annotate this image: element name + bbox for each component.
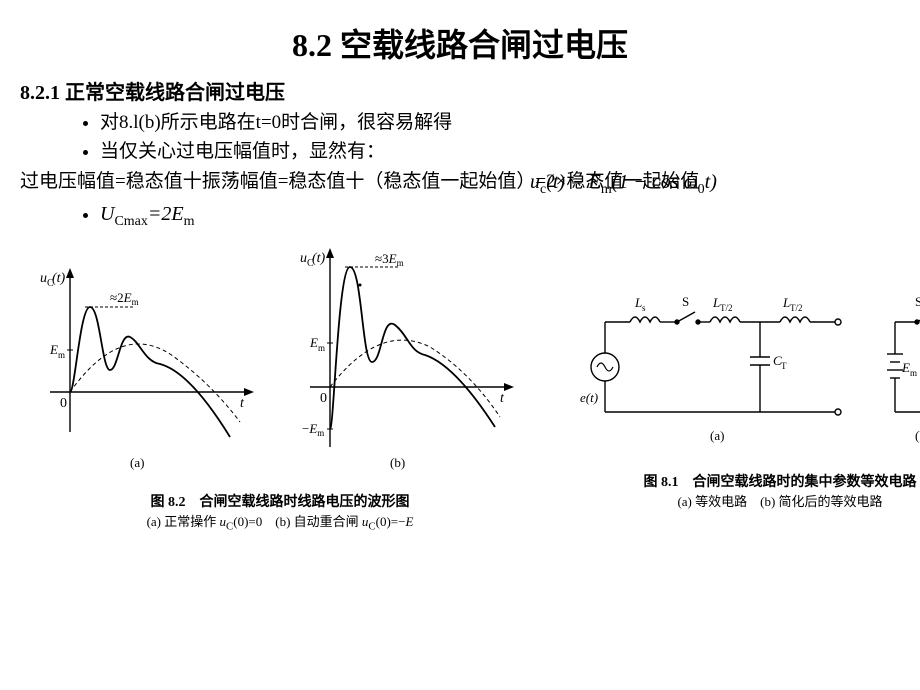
svg-text:L: L xyxy=(782,295,790,310)
svg-text:T: T xyxy=(781,361,787,371)
figure-8-1: L s S L T/2 L T/2 C T e(t) (a) xyxy=(580,292,920,510)
svg-text:E: E xyxy=(309,335,318,350)
svg-text:m: m xyxy=(910,368,917,378)
fig81-caption: 图 8.1 合闸空载线路时的集中参数等效电路 xyxy=(580,471,920,491)
svg-text:e(t): e(t) xyxy=(580,390,598,405)
svg-text:t: t xyxy=(500,391,505,406)
svg-text:0: 0 xyxy=(320,391,327,406)
svg-text:E: E xyxy=(901,360,910,375)
bullet-1: 对8.l(b)所示电路在t=0时合闸，很容易解得 xyxy=(100,109,900,138)
svg-text:≈3Em: ≈3Em xyxy=(375,251,404,268)
svg-text:T/2: T/2 xyxy=(720,303,733,313)
svg-text:u: u xyxy=(300,251,307,266)
svg-text:s: s xyxy=(642,303,646,313)
ylabel-a: u xyxy=(40,271,47,286)
svg-text:(t): (t) xyxy=(52,271,66,286)
svg-text:L: L xyxy=(634,295,642,310)
figure-8-2: u C (t) t 0 E m ≈2Em (a) xyxy=(20,242,540,533)
fig82-caption-sub: (a) 正常操作 uC(0)=0 (b) 自动重合闸 uC(0)=−E xyxy=(20,511,540,533)
svg-text:m: m xyxy=(58,350,65,360)
fig81-sub-a: (a) xyxy=(710,428,724,443)
svg-text:L: L xyxy=(712,295,720,310)
svg-text:(t): (t) xyxy=(312,251,326,266)
formula-line: 过电压幅值=稳态值十振荡幅值=稳态值十（稳态值一起始值）=2×稳态值一起始值 xyxy=(20,168,900,197)
fig82-sub-a: (a) xyxy=(130,455,144,470)
svg-text:m: m xyxy=(318,343,325,353)
svg-text:T/2: T/2 xyxy=(790,303,803,313)
origin-a: 0 xyxy=(60,396,67,411)
fig82-sub-b: (b) xyxy=(390,455,405,470)
bullet-2: 当仅关心过电压幅值时，显然有： xyxy=(100,138,900,167)
svg-text:S: S xyxy=(915,294,920,309)
xlabel-a: t xyxy=(240,396,245,411)
fig82-caption: 图 8.2 合闸空载线路时线路电压的波形图 xyxy=(20,491,540,511)
fig81-caption-sub: (a) 等效电路 (b) 简化后的等效电路 xyxy=(580,491,920,510)
bullet-3: UCmax=2Em xyxy=(100,199,900,232)
svg-text:E: E xyxy=(49,342,58,357)
fig81-sub-b: (b) xyxy=(915,428,920,443)
equation-uc: uc(t) = Em(1 − cos ω0t) xyxy=(530,171,717,198)
svg-text:≈2Em: ≈2Em xyxy=(110,290,139,307)
svg-text:S: S xyxy=(682,294,689,309)
page-title: 8.2 空载线路合闸过电压 xyxy=(20,20,900,66)
section-heading: 8.2.1 正常空载线路合闸过电压 xyxy=(20,76,900,105)
svg-text:−Em: −Em xyxy=(302,421,324,438)
